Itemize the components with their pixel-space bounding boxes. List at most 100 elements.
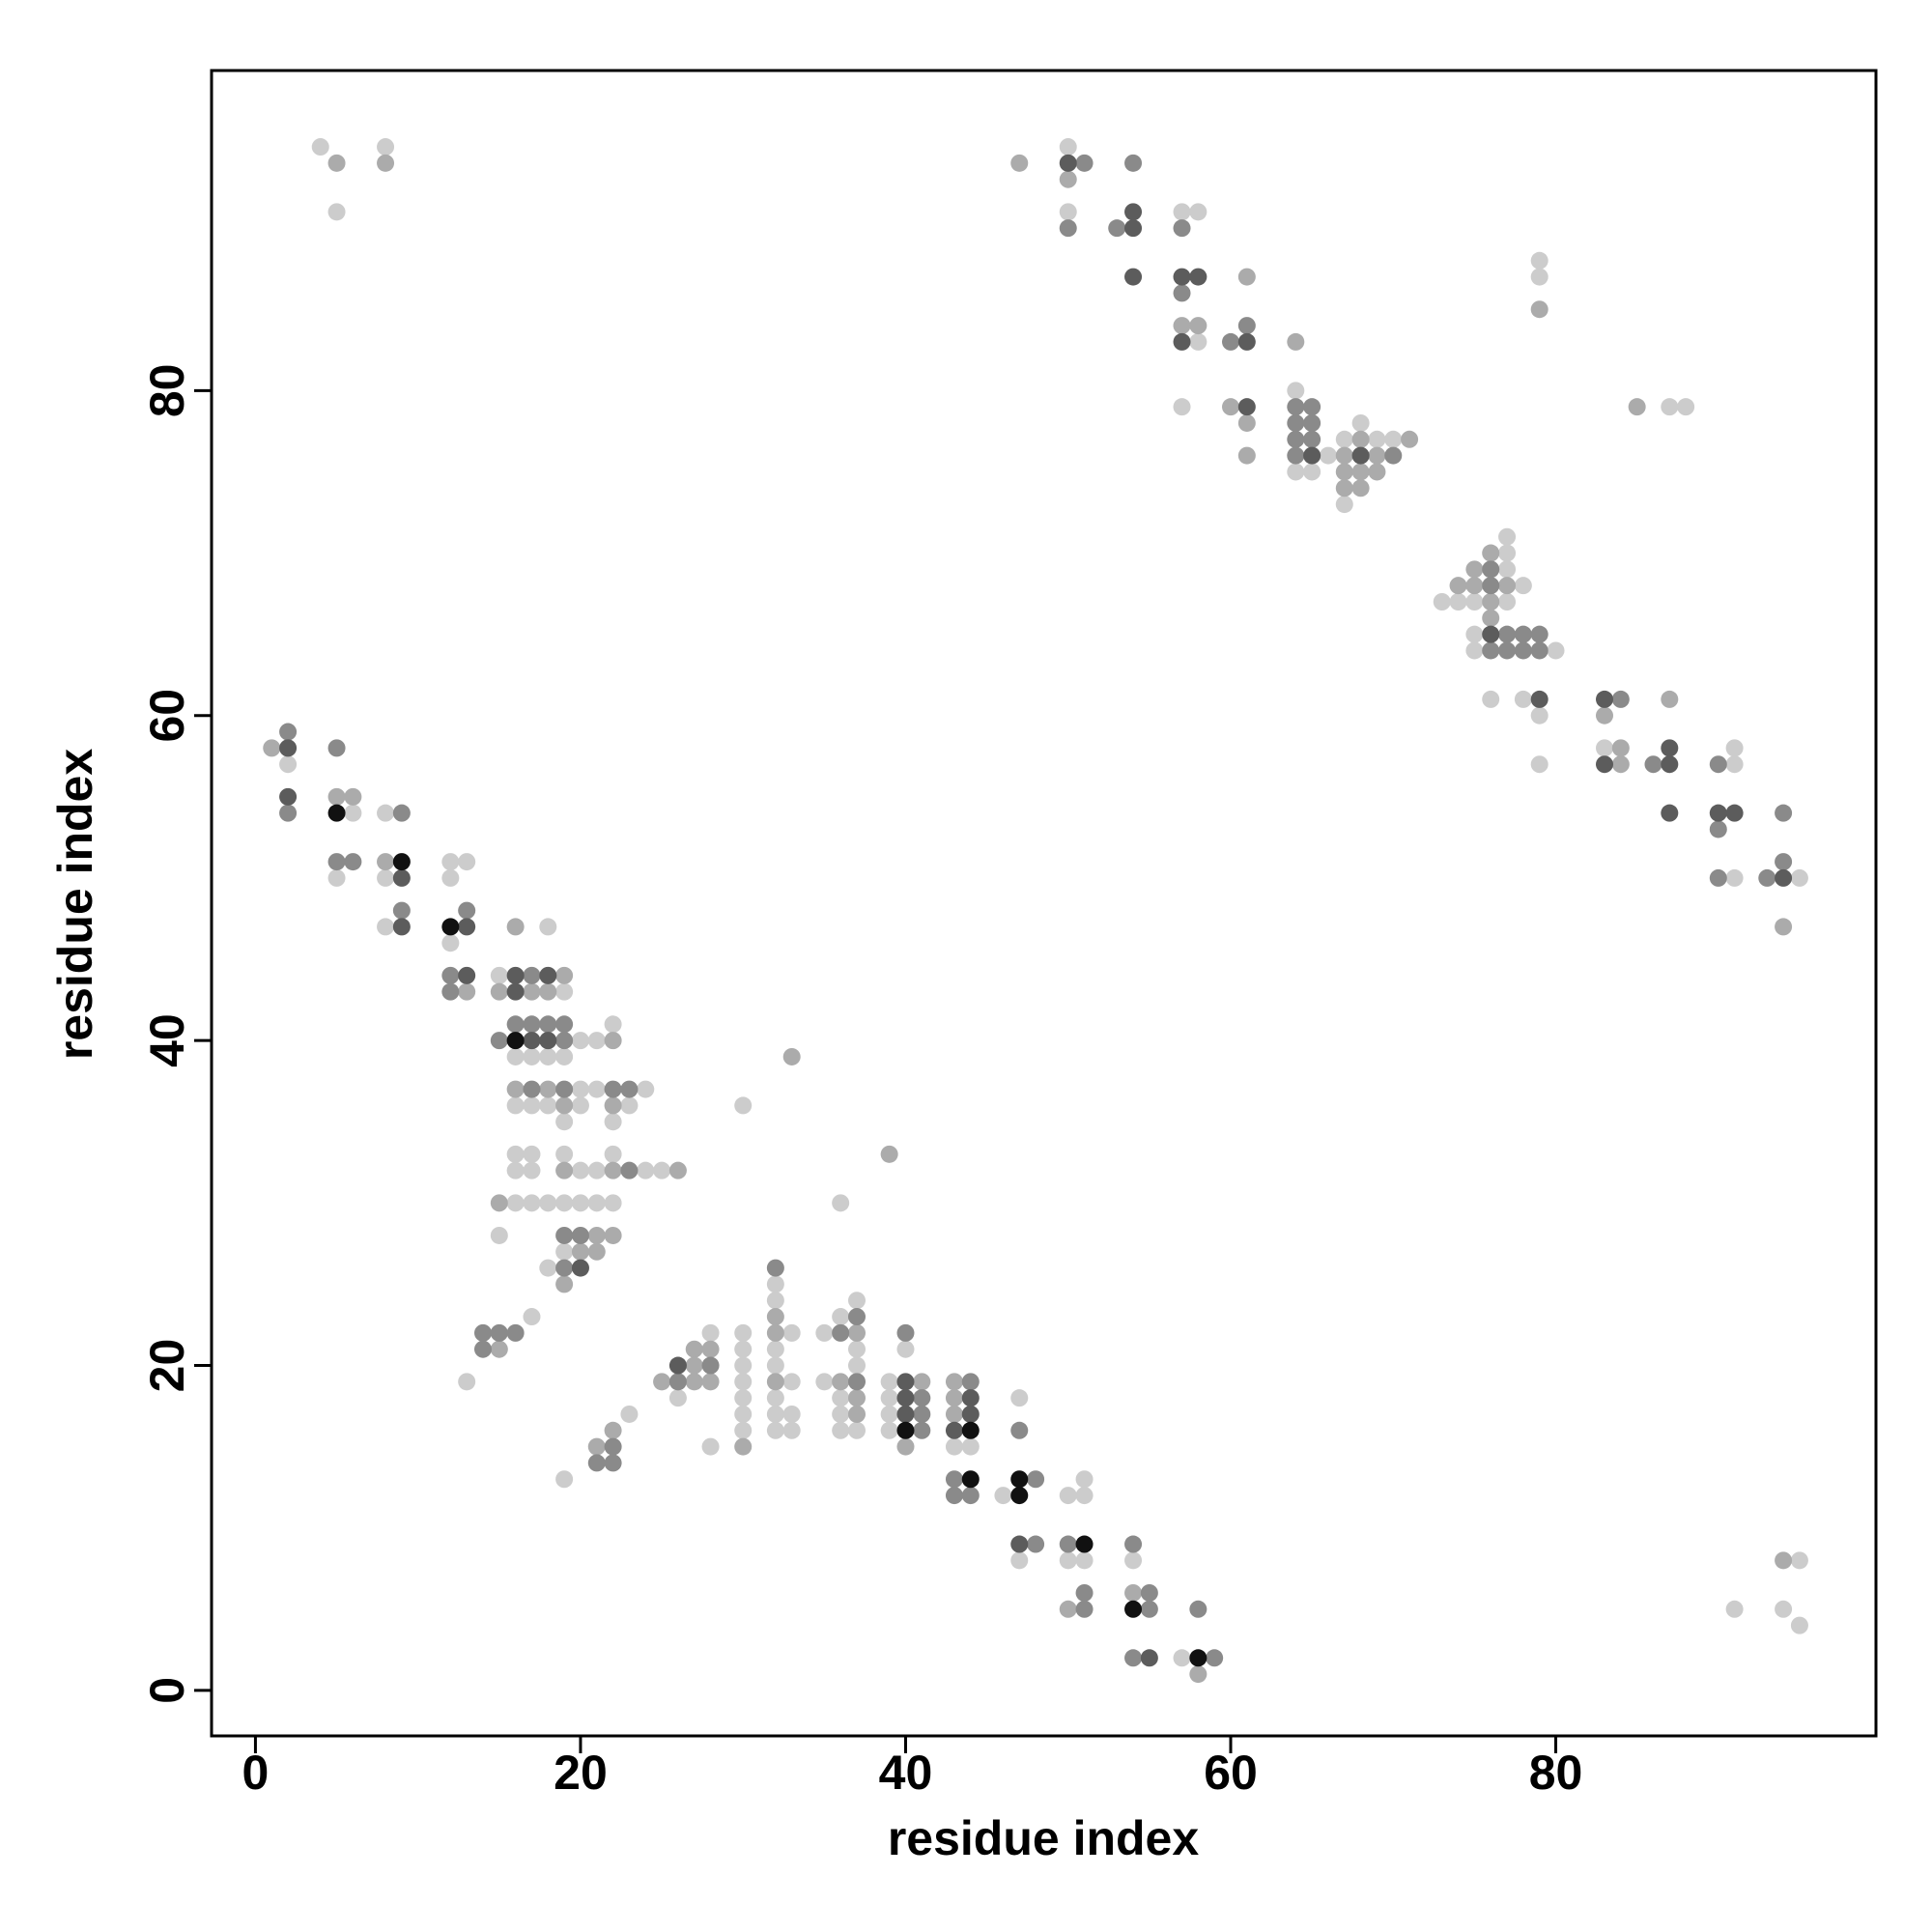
point <box>734 1340 753 1358</box>
point <box>1368 463 1386 481</box>
point <box>1206 1649 1224 1667</box>
point <box>279 723 298 741</box>
point <box>279 755 298 774</box>
point <box>766 1389 784 1407</box>
point <box>1287 332 1305 351</box>
point <box>668 1356 687 1375</box>
point <box>913 1421 931 1439</box>
point <box>458 853 476 871</box>
point <box>1124 1600 1143 1618</box>
point <box>766 1405 784 1423</box>
y-tick-label: 20 <box>140 1339 194 1393</box>
point <box>523 982 541 1001</box>
point <box>1384 430 1403 448</box>
point <box>1237 332 1256 351</box>
point <box>539 1032 557 1050</box>
point <box>1124 203 1143 221</box>
point <box>1010 154 1029 172</box>
point <box>1059 1487 1077 1505</box>
point <box>571 1080 589 1098</box>
point <box>701 1373 720 1391</box>
point <box>523 1047 541 1065</box>
point <box>1124 1551 1143 1570</box>
point <box>880 1405 898 1423</box>
point <box>555 1096 574 1115</box>
point <box>539 982 557 1001</box>
point <box>1775 868 1793 887</box>
point <box>782 1405 801 1423</box>
point <box>555 1194 574 1212</box>
point <box>1482 641 1500 660</box>
point <box>1335 479 1353 497</box>
point <box>539 1194 557 1212</box>
point <box>766 1373 784 1391</box>
point <box>587 1080 606 1098</box>
point <box>490 1194 508 1212</box>
point <box>1661 398 1679 416</box>
point <box>1449 592 1467 611</box>
point <box>1368 430 1386 448</box>
point <box>653 1373 671 1391</box>
point <box>506 1323 525 1342</box>
point <box>327 868 346 887</box>
point <box>734 1373 753 1391</box>
point <box>1677 398 1695 416</box>
point <box>766 1275 784 1293</box>
point <box>441 966 460 984</box>
point <box>458 982 476 1001</box>
point <box>1661 804 1679 822</box>
point <box>1709 755 1727 774</box>
point <box>1335 496 1353 514</box>
point <box>392 901 411 920</box>
point <box>1465 577 1484 595</box>
point <box>1189 1649 1208 1667</box>
point <box>1124 154 1143 172</box>
point <box>1222 398 1240 416</box>
point <box>1725 739 1744 757</box>
point <box>1530 268 1548 286</box>
point <box>1303 463 1321 481</box>
point <box>377 138 395 156</box>
point <box>490 1032 508 1050</box>
point <box>1644 755 1662 774</box>
point <box>555 1259 574 1277</box>
point <box>1465 592 1484 611</box>
point <box>913 1405 931 1423</box>
point <box>458 918 476 936</box>
point <box>571 1242 589 1261</box>
point <box>1596 706 1614 724</box>
point <box>555 1145 574 1163</box>
point <box>1482 609 1500 627</box>
point <box>961 1405 980 1423</box>
point <box>832 1194 850 1212</box>
point <box>279 804 298 822</box>
point <box>506 1015 525 1034</box>
point <box>539 918 557 936</box>
point <box>1790 868 1808 887</box>
point <box>1465 560 1484 579</box>
point <box>539 1259 557 1277</box>
point <box>1010 1470 1029 1489</box>
point <box>377 918 395 936</box>
point <box>571 1259 589 1277</box>
point <box>555 1015 574 1034</box>
point <box>587 1161 606 1179</box>
point <box>1725 1600 1744 1618</box>
point <box>1287 463 1305 481</box>
point <box>604 1226 622 1244</box>
point <box>523 1032 541 1050</box>
point <box>961 1437 980 1456</box>
point <box>539 1047 557 1065</box>
point <box>539 1096 557 1115</box>
point <box>279 739 298 757</box>
point <box>473 1323 492 1342</box>
point <box>782 1047 801 1065</box>
point <box>523 1096 541 1115</box>
point <box>1075 1470 1094 1489</box>
point <box>327 853 346 871</box>
point <box>604 1113 622 1131</box>
point <box>1530 755 1548 774</box>
point <box>1319 446 1337 465</box>
point <box>1482 577 1500 595</box>
point <box>377 804 395 822</box>
